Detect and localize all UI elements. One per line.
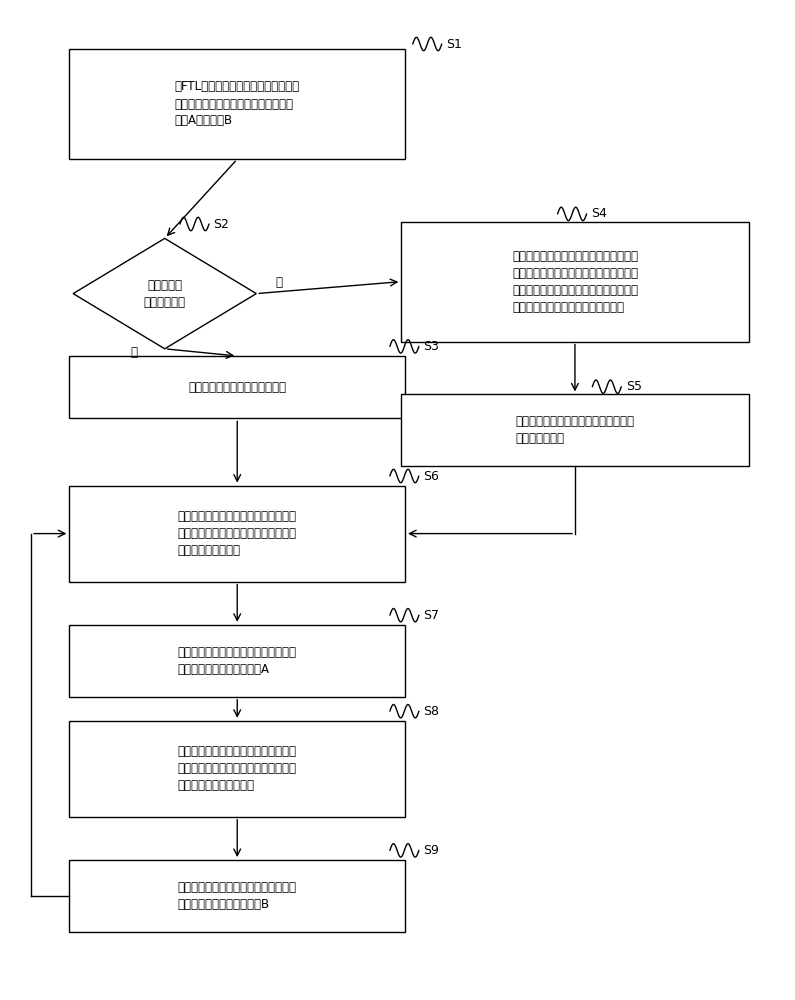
Text: 上电启动，
是否初次上电: 上电启动， 是否初次上电 xyxy=(144,279,186,309)
Bar xyxy=(401,222,749,342)
Text: 否: 否 xyxy=(276,276,283,289)
Bar xyxy=(69,860,405,932)
Bar xyxy=(69,721,405,817)
Polygon shape xyxy=(73,238,256,349)
Text: S9: S9 xyxy=(424,844,440,857)
Bar xyxy=(69,356,405,418)
Text: S7: S7 xyxy=(424,609,440,622)
Text: 从信息记录区的两个子区间中选取最近一
次写入数据的子区间，依次读取每次写入
的特征数据、数据地址和数据长度，与数
据覆写区内对应的逻辑数据进行校验: 从信息记录区的两个子区间中选取最近一 次写入数据的子区间，依次读取每次写入 的特… xyxy=(512,250,638,314)
Bar xyxy=(69,49,405,159)
Text: S1: S1 xyxy=(446,37,462,50)
Text: 是: 是 xyxy=(130,346,138,359)
Text: 将生成的特征数据、数据地址和数据长
度写入信息记录区的子区间A: 将生成的特征数据、数据地址和数据长 度写入信息记录区的子区间A xyxy=(178,646,297,676)
Bar xyxy=(401,394,749,466)
Text: 将FTL划分成数据覆写区、信息记录区
和静态数据区，将信息记录区划分成子
区间A和子区间B: 将FTL划分成数据覆写区、信息记录区 和静态数据区，将信息记录区划分成子 区间A… xyxy=(175,81,300,127)
Bar xyxy=(69,625,405,697)
Text: 生成数据地址和数据长度，根据数据地
址和数据长度在数据覆写区内写入逻辑
数据，生成特征数据: 生成数据地址和数据长度，根据数据地 址和数据长度在数据覆写区内写入逻辑 数据，生… xyxy=(178,510,297,557)
Text: 每隔固定的掉电次数对静态数据区的逻
辑数据进行校验: 每隔固定的掉电次数对静态数据区的逻 辑数据进行校验 xyxy=(515,415,634,445)
Text: S3: S3 xyxy=(424,340,440,353)
Text: S8: S8 xyxy=(424,705,440,718)
Text: 再次生成数据地址和数据长度，根据数
据地址和数据长度在数据覆写区内写入
逻辑数据，生成特征数据: 再次生成数据地址和数据长度，根据数 据地址和数据长度在数据覆写区内写入 逻辑数据… xyxy=(178,745,297,792)
Text: 将生成的特征数据、数据地址和数据长
度写入信息记录区的子区间B: 将生成的特征数据、数据地址和数据长 度写入信息记录区的子区间B xyxy=(178,881,297,911)
Text: 在整个逻辑空间中写满逻辑数据: 在整个逻辑空间中写满逻辑数据 xyxy=(188,381,286,394)
Text: S5: S5 xyxy=(626,380,642,393)
Text: S4: S4 xyxy=(591,207,607,220)
Bar xyxy=(69,486,405,582)
Text: S2: S2 xyxy=(214,218,230,231)
Text: S6: S6 xyxy=(424,470,440,483)
